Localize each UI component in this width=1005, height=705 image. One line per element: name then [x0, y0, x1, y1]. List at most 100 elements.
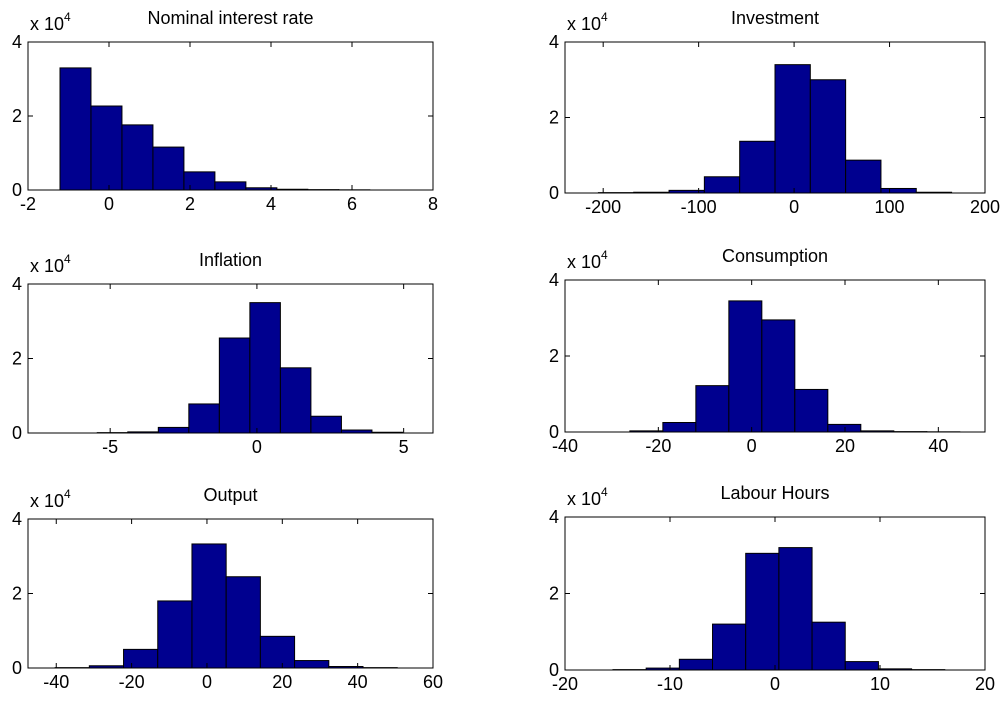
y-multiplier-base: x 10 — [567, 489, 601, 509]
bar — [844, 661, 879, 671]
bar — [191, 543, 227, 669]
x-tick-label: 200 — [970, 197, 1000, 217]
y-multiplier-exponent: 4 — [601, 248, 608, 262]
x-tick-label: 0 — [789, 197, 799, 217]
y-tick-label: 0 — [12, 180, 22, 200]
bar — [214, 181, 247, 191]
y-tick-label: 2 — [549, 108, 559, 128]
y-tick-label: 2 — [12, 349, 22, 369]
bar — [188, 403, 220, 434]
y-multiplier: x 104 — [567, 248, 608, 272]
x-tick-label: 0 — [104, 194, 114, 214]
bar — [809, 79, 847, 194]
bar — [310, 415, 342, 434]
bar — [761, 319, 796, 433]
bar — [259, 635, 296, 669]
bar — [678, 658, 714, 671]
chart-title: Labour Hours — [720, 483, 829, 503]
bar — [90, 105, 123, 191]
x-tick-label: 60 — [423, 672, 443, 692]
x-tick-label: -10 — [657, 674, 683, 694]
bar — [183, 171, 216, 191]
bar — [152, 146, 185, 191]
x-tick-label: -2 — [20, 194, 36, 214]
y-tick-label: 0 — [549, 660, 559, 680]
bar — [845, 159, 882, 194]
bar — [778, 547, 813, 671]
x-tick-label: 6 — [347, 194, 357, 214]
x-tick-label: 8 — [428, 194, 438, 214]
chart-title: Output — [203, 485, 257, 505]
y-multiplier-exponent: 4 — [601, 485, 608, 499]
y-tick-label: 4 — [549, 32, 559, 52]
y-multiplier-base: x 10 — [30, 14, 64, 34]
x-tick-label: 0 — [252, 437, 262, 457]
x-tick-label: -20 — [552, 674, 578, 694]
bar — [794, 388, 829, 433]
bar — [662, 422, 697, 433]
bar — [218, 337, 251, 434]
x-tick-label: -40 — [43, 672, 69, 692]
bar — [880, 187, 917, 194]
x-tick-label: 20 — [835, 436, 855, 456]
chart-title: Consumption — [722, 246, 828, 266]
y-multiplier-base: x 10 — [567, 14, 601, 34]
y-tick-label: 4 — [12, 274, 22, 294]
bar — [225, 576, 261, 669]
y-tick-label: 4 — [549, 270, 559, 290]
chart-title: Nominal interest rate — [147, 8, 313, 28]
y-tick-label: 4 — [12, 32, 22, 52]
x-tick-label: -5 — [102, 437, 118, 457]
x-tick-label: -20 — [119, 672, 145, 692]
y-multiplier-exponent: 4 — [64, 10, 71, 24]
bar — [157, 600, 193, 669]
bar — [279, 367, 312, 434]
bar — [695, 385, 730, 433]
y-tick-label: 0 — [12, 423, 22, 443]
bar — [59, 67, 92, 191]
y-tick-label: 4 — [549, 507, 559, 527]
x-tick-label: 100 — [875, 197, 905, 217]
x-tick-label: 2 — [185, 194, 195, 214]
bar — [703, 176, 741, 194]
y-multiplier-base: x 10 — [30, 491, 64, 511]
bar — [157, 426, 190, 434]
x-tick-label: 20 — [975, 674, 995, 694]
y-multiplier: x 104 — [30, 10, 71, 34]
y-multiplier-exponent: 4 — [601, 10, 608, 24]
x-tick-label: 10 — [870, 674, 890, 694]
x-tick-label: 20 — [272, 672, 292, 692]
y-tick-label: 2 — [549, 346, 559, 366]
chart-title: Investment — [731, 8, 819, 28]
y-tick-label: 0 — [12, 658, 22, 678]
y-multiplier: x 104 — [30, 487, 71, 511]
bar — [811, 621, 846, 671]
bar — [774, 64, 811, 194]
x-tick-label: 40 — [348, 672, 368, 692]
y-tick-label: 2 — [12, 106, 22, 126]
x-tick-label: -40 — [552, 436, 578, 456]
bar — [123, 648, 159, 669]
y-tick-label: 2 — [549, 584, 559, 604]
x-tick-label: -200 — [585, 197, 621, 217]
bar — [827, 423, 862, 433]
y-multiplier-exponent: 4 — [64, 252, 71, 266]
bar — [745, 552, 780, 671]
bar — [249, 302, 281, 434]
y-tick-label: 0 — [549, 183, 559, 203]
y-tick-label: 4 — [12, 509, 22, 529]
bar — [739, 140, 776, 194]
y-tick-label: 0 — [549, 422, 559, 442]
x-tick-label: -100 — [681, 197, 717, 217]
x-tick-label: -20 — [645, 436, 671, 456]
x-tick-label: 40 — [928, 436, 948, 456]
y-multiplier: x 104 — [567, 10, 608, 34]
y-tick-label: 2 — [12, 584, 22, 604]
x-tick-label: 0 — [770, 674, 780, 694]
bar — [294, 660, 330, 669]
x-tick-label: 4 — [266, 194, 276, 214]
y-multiplier-exponent: 4 — [64, 487, 71, 501]
y-multiplier: x 104 — [567, 485, 608, 509]
bar — [728, 300, 763, 433]
